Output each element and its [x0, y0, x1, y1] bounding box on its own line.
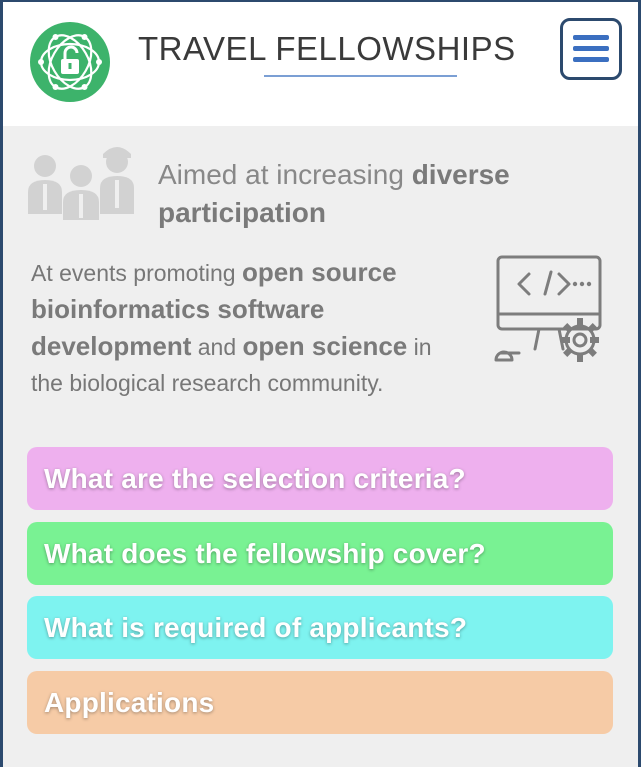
accordion-selection-criteria[interactable]: What are the selection criteria? [27, 447, 613, 510]
events-statement: At events promoting open source bioinfor… [31, 257, 432, 396]
open-lock-network-icon[interactable] [30, 22, 110, 102]
accordion-applicant-requirements[interactable]: What is required of applicants? [27, 596, 613, 659]
accordion-applications[interactable]: Applications [27, 671, 613, 734]
hamburger-menu-button[interactable] [560, 18, 622, 80]
site-header: TRAVEL FELLOWSHIPS [3, 2, 638, 126]
hamburger-menu-icon [573, 35, 609, 40]
title-underline [264, 75, 457, 77]
main-content: Aimed at increasing diverse participatio… [3, 126, 638, 767]
page-title: TRAVEL FELLOWSHIPS [138, 30, 516, 67]
people-group-icon [25, 142, 137, 225]
aim-statement: Aimed at increasing diverse participatio… [158, 159, 510, 228]
accordion-fellowship-cover[interactable]: What does the fellowship cover? [27, 522, 613, 585]
code-computer-gear-icon [493, 254, 613, 371]
